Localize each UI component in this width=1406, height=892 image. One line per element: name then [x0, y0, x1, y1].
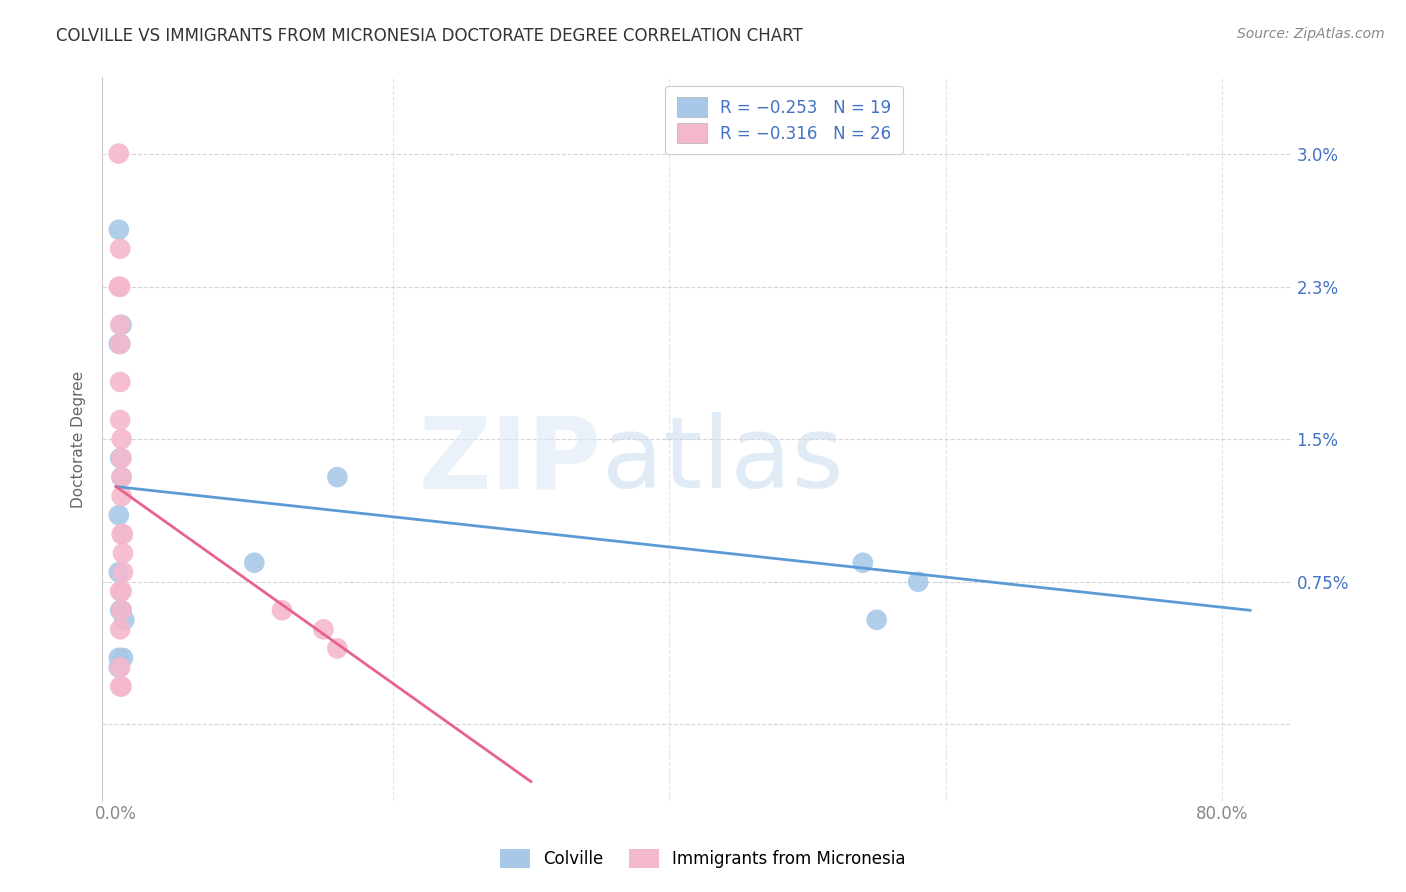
Point — [312, 623, 335, 637]
Point — [110, 603, 132, 617]
Point — [108, 451, 131, 466]
Point — [111, 651, 134, 665]
Point — [110, 432, 132, 446]
Point — [112, 613, 135, 627]
Point — [108, 651, 131, 665]
Point — [108, 413, 131, 427]
Point — [108, 337, 131, 351]
Legend: Colville, Immigrants from Micronesia: Colville, Immigrants from Micronesia — [494, 842, 912, 875]
Point — [110, 527, 132, 541]
Point — [110, 584, 132, 599]
Point — [907, 574, 929, 589]
Point — [108, 566, 131, 580]
Point — [108, 280, 131, 294]
Text: COLVILLE VS IMMIGRANTS FROM MICRONESIA DOCTORATE DEGREE CORRELATION CHART: COLVILLE VS IMMIGRANTS FROM MICRONESIA D… — [56, 27, 803, 45]
Point — [108, 222, 131, 236]
Text: atlas: atlas — [602, 412, 844, 509]
Point — [108, 280, 131, 294]
Point — [110, 451, 132, 466]
Point — [108, 337, 131, 351]
Text: Source: ZipAtlas.com: Source: ZipAtlas.com — [1237, 27, 1385, 41]
Point — [108, 146, 131, 161]
Point — [110, 470, 132, 484]
Point — [111, 546, 134, 560]
Point — [271, 603, 294, 617]
Point — [108, 660, 131, 674]
Point — [326, 470, 349, 484]
Point — [110, 603, 132, 617]
Point — [108, 680, 131, 694]
Point — [108, 242, 131, 256]
Point — [110, 489, 132, 503]
Point — [108, 375, 131, 389]
Y-axis label: Doctorate Degree: Doctorate Degree — [72, 370, 86, 508]
Point — [108, 318, 131, 332]
Point — [866, 613, 889, 627]
Point — [243, 556, 266, 570]
Point — [108, 603, 131, 617]
Point — [111, 566, 134, 580]
Point — [108, 508, 131, 523]
Point — [110, 470, 132, 484]
Point — [108, 337, 131, 351]
Point — [111, 527, 134, 541]
Text: ZIP: ZIP — [419, 412, 602, 509]
Point — [326, 641, 349, 656]
Legend: R = −0.253   N = 19, R = −0.316   N = 26: R = −0.253 N = 19, R = −0.316 N = 26 — [665, 86, 903, 154]
Point — [108, 623, 131, 637]
Point — [108, 660, 131, 674]
Point — [108, 584, 131, 599]
Point — [852, 556, 875, 570]
Point — [110, 680, 132, 694]
Point — [110, 318, 132, 332]
